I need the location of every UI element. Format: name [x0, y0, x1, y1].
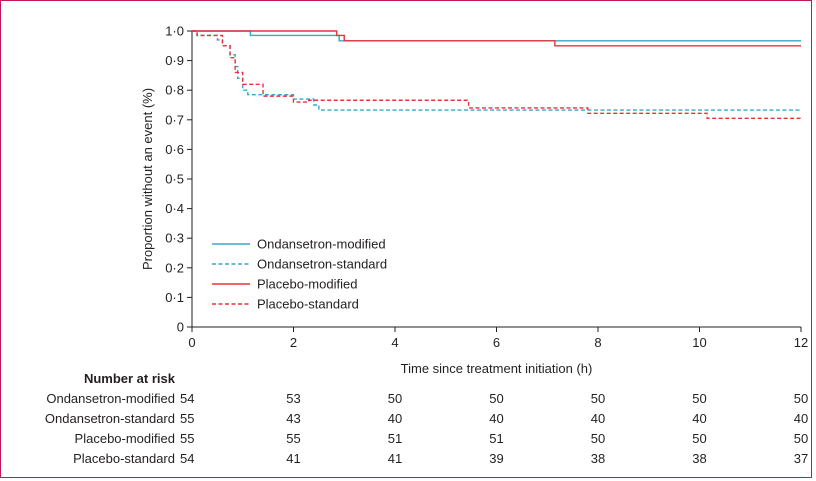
risk-value: 51 — [489, 431, 503, 446]
risk-value: 41 — [388, 451, 402, 466]
risk-value: 43 — [286, 411, 300, 426]
x-tick-label: 6 — [493, 335, 500, 350]
risk-value: 50 — [591, 391, 605, 406]
risk-value: 40 — [388, 411, 402, 426]
risk-table-header: Number at risk — [84, 371, 176, 386]
risk-value: 55 — [180, 411, 194, 426]
risk-value: 40 — [692, 411, 706, 426]
risk-value: 50 — [692, 431, 706, 446]
legend-label: Placebo-modified — [257, 277, 357, 292]
risk-row-label: Ondansetron-modified — [46, 391, 175, 406]
risk-value: 50 — [591, 431, 605, 446]
y-tick-label: 0·5 — [165, 172, 184, 187]
risk-value: 55 — [180, 431, 194, 446]
y-tick-label: 0·2 — [165, 260, 184, 275]
y-tick-label: 0·3 — [165, 231, 184, 246]
legend-label: Ondansetron-standard — [257, 257, 387, 272]
risk-value: 55 — [286, 431, 300, 446]
x-tick-label: 4 — [391, 335, 398, 350]
risk-row-label: Placebo-standard — [73, 451, 175, 466]
risk-row-label: Placebo-modified — [75, 431, 175, 446]
risk-value: 50 — [794, 431, 808, 446]
risk-value: 51 — [388, 431, 402, 446]
y-tick-label: 0·7 — [165, 112, 184, 127]
number-at-risk-table: Number at risk Ondansetron-modified 54 53 50… — [45, 371, 808, 466]
series-line-placebo-standard — [192, 30, 801, 120]
risk-value: 50 — [388, 391, 402, 406]
risk-value: 54 — [180, 451, 194, 466]
risk-row-label: Ondansetron-standard — [45, 411, 175, 426]
risk-value: 50 — [489, 391, 503, 406]
risk-value: 53 — [286, 391, 300, 406]
y-axis-title: Proportion without an event (%) — [140, 88, 155, 270]
chart-legend: Ondansetron-modified Ondansetron-standard… — [212, 237, 387, 312]
y-tick-label: 0·6 — [165, 142, 184, 157]
legend-label: Ondansetron-modified — [257, 237, 386, 252]
y-tick-label: 0·4 — [165, 201, 184, 216]
x-tick-label: 8 — [594, 335, 601, 350]
x-tick-label: 0 — [188, 335, 195, 350]
risk-value: 50 — [794, 391, 808, 406]
series-line-ondansetron-standard — [192, 30, 801, 111]
chart-axes: 0 0·1 0·2 0·3 0·4 0·5 0·6 0·7 0·8 0·9 1·0 0 2 4 6 8 10 12… — [140, 24, 808, 377]
risk-value: 37 — [794, 451, 808, 466]
risk-value: 39 — [489, 451, 503, 466]
x-tick-label: 10 — [692, 335, 706, 350]
x-axis-title: Time since treatment initiation (h) — [401, 361, 593, 376]
y-tick-label: 0 — [177, 320, 184, 335]
series-line-placebo-modified — [192, 30, 801, 47]
risk-value: 40 — [591, 411, 605, 426]
y-tick-label: 0·9 — [165, 53, 184, 68]
chart-curves — [192, 30, 801, 120]
series-line-ondansetron-modified — [192, 30, 801, 42]
risk-value: 41 — [286, 451, 300, 466]
risk-value: 40 — [489, 411, 503, 426]
risk-value: 38 — [692, 451, 706, 466]
risk-value: 54 — [180, 391, 194, 406]
y-tick-label: 0·8 — [165, 83, 184, 98]
x-tick-label: 12 — [794, 335, 808, 350]
legend-label: Placebo-standard — [257, 297, 359, 312]
risk-value: 40 — [794, 411, 808, 426]
y-tick-label: 0·1 — [165, 290, 184, 305]
x-tick-label: 2 — [290, 335, 297, 350]
risk-value: 38 — [591, 451, 605, 466]
risk-value: 50 — [692, 391, 706, 406]
y-tick-label: 1·0 — [165, 24, 184, 39]
